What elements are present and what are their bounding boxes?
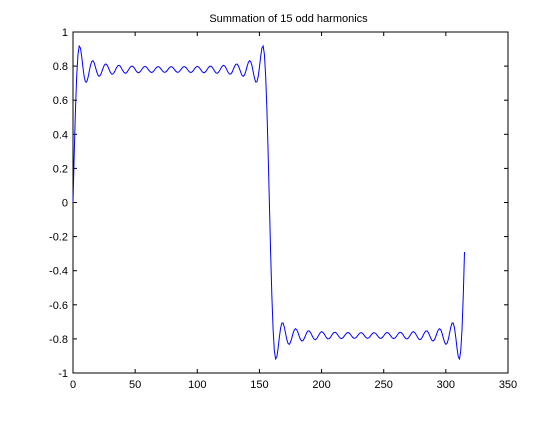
y-tick-label: 0.8 xyxy=(53,61,68,73)
y-axis-ticks: -1 -0.8 -0.6 -0.4 -0.2 0 0.2 0.4 0.6 0.8 1 xyxy=(49,27,508,380)
x-tick-label: 350 xyxy=(499,379,517,391)
series-line xyxy=(72,44,465,361)
x-tick-label: 150 xyxy=(250,379,268,391)
y-tick-label: 0.2 xyxy=(53,163,68,175)
x-tick-label: 300 xyxy=(437,379,455,391)
y-tick-label: -0.6 xyxy=(49,300,68,312)
x-tick-label: 0 xyxy=(70,379,76,391)
y-tick-label: 0 xyxy=(62,198,68,210)
chart-title: Summation of 15 odd harmonics xyxy=(209,13,368,25)
x-tick-label: 50 xyxy=(129,379,141,391)
y-tick-label: 0.4 xyxy=(53,129,68,141)
x-tick-label: 100 xyxy=(188,379,206,391)
x-tick-label: 200 xyxy=(312,379,330,391)
x-tick-label: 250 xyxy=(375,379,393,391)
y-tick-label: 0.6 xyxy=(53,95,68,107)
y-tick-label: -0.8 xyxy=(49,334,68,346)
series-layer xyxy=(72,44,465,361)
y-tick-label: -1 xyxy=(58,368,68,380)
y-tick-label: -0.4 xyxy=(49,266,68,278)
x-axis-ticks: 0 50 100 150 200 250 300 350 xyxy=(70,32,517,391)
plot-area xyxy=(72,31,509,374)
y-tick-label: 1 xyxy=(62,27,68,39)
y-tick-label: -0.2 xyxy=(49,232,68,244)
